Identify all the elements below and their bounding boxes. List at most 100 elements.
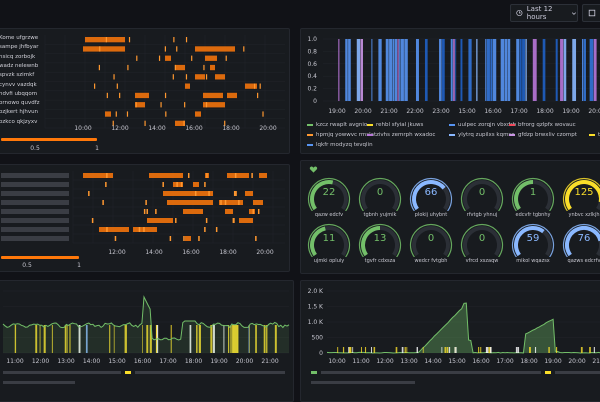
legend-label: gfdzp brwxliv czompt	[518, 132, 577, 138]
state-tick	[206, 74, 207, 79]
time-tick-label: 20:00	[259, 125, 276, 132]
state-tick	[173, 37, 174, 42]
time-tick-label: 21:00	[592, 358, 600, 365]
event-band	[589, 347, 591, 353]
status-bar	[525, 39, 526, 101]
legend-item[interactable]: zivhs zemrph wxadoc	[367, 132, 435, 138]
status-bar	[378, 39, 381, 101]
legend-item[interactable]: uulpec zorqjn vbxdrb	[449, 122, 516, 128]
event-band	[396, 347, 398, 353]
state-tick	[234, 191, 236, 196]
time-tick-label: 22:00	[406, 108, 423, 115]
time-tick-label: 11:00	[352, 358, 369, 365]
status-bar	[400, 39, 403, 101]
time-tick-label: 21:00	[380, 108, 397, 115]
time-tick-label: 21:00	[261, 358, 278, 365]
status-bar	[453, 39, 455, 101]
status-bar	[594, 39, 597, 101]
status-bar	[543, 39, 546, 101]
status-bar	[572, 39, 576, 101]
scale-tick-label: 0.5	[22, 262, 32, 269]
status-bar	[504, 39, 507, 101]
event-band	[548, 347, 549, 353]
time-tick-label: 18:00	[219, 249, 236, 256]
status-bar	[338, 39, 339, 101]
state-segment	[203, 93, 223, 98]
legend-item[interactable]: rehbl sfyial jkuws	[367, 122, 423, 128]
status-bar	[590, 39, 594, 101]
legend-swatch	[545, 371, 551, 374]
status-bar	[564, 39, 567, 101]
state-tick	[257, 93, 258, 98]
state-tick	[184, 102, 185, 107]
event-band	[337, 347, 338, 353]
time-tick-label: 20:00	[236, 358, 253, 365]
event-band	[352, 347, 353, 353]
state-segment	[227, 93, 237, 98]
legend-item[interactable]: twy	[589, 132, 600, 138]
legend-swatch	[509, 134, 515, 136]
row-label-placeholder	[1, 191, 69, 196]
legend-label: zivhs zemrph wxadoc	[376, 132, 435, 138]
event-band	[518, 347, 519, 353]
state-tick	[173, 74, 174, 79]
legend-item[interactable]: kzcz rwaplt avgnio	[307, 122, 367, 128]
status-bar	[460, 39, 462, 101]
event-band	[488, 347, 490, 353]
event-band	[556, 347, 557, 353]
status-bar	[399, 39, 400, 101]
y-tick-label: 0.2	[307, 86, 317, 93]
y-tick-label: 1.0	[307, 36, 317, 43]
time-tick-label: 15:00	[458, 108, 475, 115]
event-band	[441, 347, 442, 353]
state-tick	[102, 200, 104, 205]
gauge-label: qazw edcfv	[301, 212, 357, 218]
status-bar	[468, 39, 471, 101]
scale-tick-label: 1	[77, 262, 81, 269]
chevron-down-icon	[571, 10, 577, 17]
state-tick	[165, 93, 166, 98]
state-segment	[210, 65, 215, 70]
gauge-label: tgbnh yujmik	[352, 212, 408, 218]
status-bar	[345, 39, 347, 101]
event-band	[516, 347, 518, 353]
state-tick	[226, 56, 227, 61]
legend-item[interactable]: gfdzp brwxliv czompt	[509, 132, 577, 138]
state-tick	[106, 173, 108, 178]
legend-item[interactable]: bfrorg qzlpfx wovauc	[509, 122, 576, 128]
event-band	[361, 347, 362, 353]
state-tick	[99, 65, 100, 70]
gauge-label: plokij uhybnt	[403, 212, 459, 218]
series-area	[327, 303, 600, 353]
time-tick-label: 17:00	[496, 358, 513, 365]
state-segment	[149, 173, 183, 178]
time-range-picker[interactable]: Last 12 hours	[510, 4, 578, 22]
legend-item[interactable]: ylytrq zupilxs kqmse	[449, 132, 515, 138]
state-tick	[253, 209, 255, 214]
legend-item[interactable]: hpmjq yowwvc rmslat	[307, 132, 376, 138]
state-segment	[195, 46, 235, 51]
panel-options-button[interactable]	[582, 4, 600, 22]
state-tick	[262, 111, 263, 116]
state-tick	[129, 37, 130, 42]
time-tick-label: 15:00	[108, 358, 125, 365]
event-band	[480, 347, 481, 353]
time-tick-label: 19:00	[544, 358, 561, 365]
time-tick-label: 18:00	[222, 125, 239, 132]
state-tick	[254, 84, 255, 89]
state-tick	[206, 218, 208, 223]
state-tick	[235, 173, 237, 178]
legend-item[interactable]: lqkfr modyzq tevqlin	[307, 142, 373, 148]
state-segment	[167, 200, 213, 205]
state-tick	[183, 236, 185, 241]
state-tick	[208, 191, 210, 196]
legend-swatch	[307, 144, 313, 146]
